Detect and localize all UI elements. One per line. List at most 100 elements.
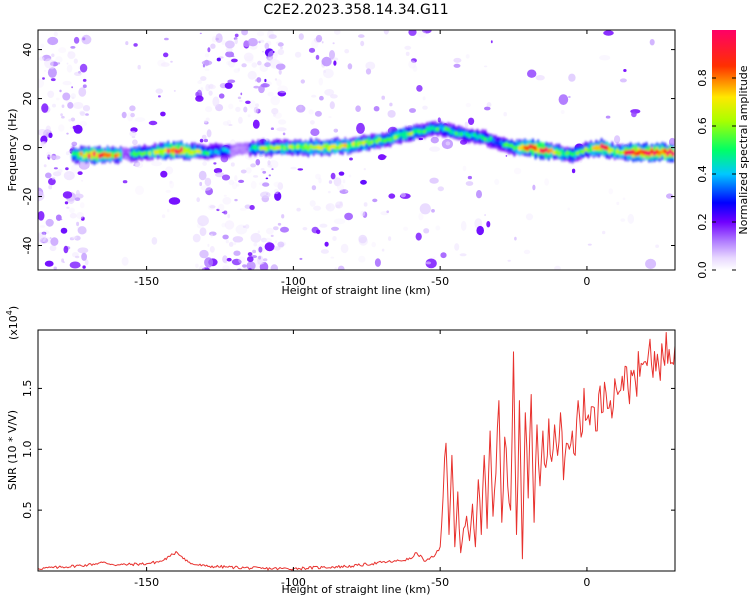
spectrogram-noise-blob — [218, 203, 225, 212]
spectrogram-noise-blob — [258, 153, 264, 158]
spectrogram-ridge-cell — [370, 139, 374, 145]
spectrogram-noise-blob — [270, 234, 274, 237]
snr-y-label: SNR (10 * V/V) — [6, 410, 19, 490]
spectrogram-noise-blob — [170, 60, 173, 63]
spectrogram-ridge-cell — [227, 149, 231, 154]
spectrogram-noise-blob — [47, 154, 51, 160]
spectrogram-noise-blob — [331, 226, 339, 231]
spectrogram-noise-blob — [605, 115, 611, 119]
spectrogram-noise-blob — [42, 77, 45, 80]
spectrogram-ridge-cell — [137, 150, 141, 156]
spectrogram-ridge-cell — [259, 145, 263, 151]
spectrogram-ridge-cell — [74, 151, 78, 156]
spectrogram-ridge — [71, 120, 675, 166]
spectrogram-noise-blob — [257, 230, 260, 234]
spectrogram-noise-blob — [462, 165, 467, 172]
spectrogram-ridge-cell — [465, 132, 469, 137]
spectrogram-noise-blob — [325, 203, 335, 212]
spectrogram-ridge-cell — [261, 145, 265, 151]
spectrogram-noise-blob — [400, 192, 406, 198]
spectrogram-noise-blob — [212, 96, 220, 107]
spectrogram-ridge-cell — [399, 132, 403, 137]
spectrogram-noise-blob — [52, 155, 61, 160]
spectrogram-noise-blob — [245, 100, 251, 105]
spectrogram-noise-blob — [222, 234, 229, 240]
spectrogram-noise-blob — [490, 40, 493, 44]
spectrogram-noise-blob — [71, 141, 78, 147]
spectrogram-noise-blob — [235, 224, 248, 235]
spectrogram-noise-blob — [330, 172, 336, 180]
spectrogram-noise-blob — [71, 235, 78, 240]
colorbar-tick-label: 0.0 — [696, 261, 709, 279]
spectrogram-noise-blob — [236, 183, 240, 187]
spectrogram-ridge-cell — [528, 143, 532, 150]
spectrogram-noise-blob — [209, 205, 216, 209]
spectrogram-noise-blob — [335, 204, 341, 209]
spectrogram-ridge-cell — [449, 129, 453, 135]
spectrogram-ridge-cell — [504, 142, 509, 147]
spectrogram-noise-blob — [544, 178, 549, 186]
snr-y-exponent: (x104) — [5, 306, 20, 340]
spectrogram-noise-blob — [290, 166, 297, 170]
spectrogram-ridge-cell — [177, 149, 181, 155]
spectrogram-ridge-cell — [172, 147, 176, 153]
spectrogram-noise-blob — [205, 117, 210, 122]
spectrogram-noise-blob — [241, 30, 248, 36]
spectrogram-ridge-cell — [594, 145, 598, 151]
spectrogram-ridge-cell — [526, 145, 530, 151]
spectrogram-noise-blob — [567, 207, 570, 211]
spectrogram-noise-blob — [121, 111, 127, 119]
spectrogram-noise-blob — [321, 41, 324, 44]
spectrogram-ridge-cell — [346, 144, 350, 150]
spectrogram-panel: -150 -100 -50 0 -40 -20 0 20 40 Height of strai… — [6, 29, 676, 297]
spectrogram-ridge-cell — [531, 144, 535, 150]
spectrogram-noise-blob — [416, 85, 423, 92]
spectrogram-noise-blob — [631, 111, 637, 118]
spectrogram-noise-blob — [332, 42, 335, 45]
spectrogram-noise-blob — [314, 110, 322, 117]
spectrogram-noise-blob — [57, 168, 63, 174]
spectrogram-noise-blob — [276, 127, 287, 132]
spectrogram-ridge-cell — [647, 150, 651, 157]
spectrogram-ridge-cell — [325, 143, 329, 149]
spectrogram-ridge-cell — [518, 145, 522, 151]
spectrogram-noise-blob — [338, 171, 345, 176]
spectrogram-noise-blob — [228, 103, 234, 110]
spectrogram-noise-blob — [523, 249, 531, 255]
spectrogram-noise-blob — [484, 214, 486, 216]
spectrogram-noise-blob — [224, 220, 235, 230]
spectrogram-ridge-cell — [560, 149, 564, 155]
spectrogram-ridge-cell — [388, 137, 392, 142]
spectrogram-ridge-cell — [214, 149, 218, 154]
spectrogram-noise-blob — [76, 212, 84, 220]
spectrogram-noise-blob — [262, 170, 267, 174]
spectrogram-noise-blob — [262, 50, 264, 53]
spectrogram-noise-blob — [53, 266, 57, 270]
spectrogram-noise-blob — [241, 63, 247, 68]
spectrogram-noise-blob — [221, 39, 226, 46]
spectrogram-ridge-cell — [629, 149, 633, 156]
spectrogram-noise-blob — [430, 136, 439, 144]
spectrogram-noise-blob — [334, 30, 341, 35]
spectrogram-ridge-cell — [652, 150, 657, 156]
spectrogram-y-tick-label: -40 — [21, 237, 34, 255]
spectrogram-noise-blob — [360, 210, 366, 217]
spectrogram-noise-blob — [135, 162, 144, 169]
spectrogram-noise-blob — [244, 204, 251, 209]
spectrogram-ridge-cell — [198, 149, 202, 155]
spectrogram-noise-blob — [251, 62, 258, 68]
spectrogram-ridge-cell — [116, 152, 120, 158]
spectrogram-noise-blob — [61, 104, 65, 108]
spectrogram-noise-blob — [655, 244, 659, 248]
spectrogram-ridge-cell — [100, 152, 104, 158]
spectrogram-ridge-cell — [158, 148, 162, 154]
spectrogram-ridge-cell — [412, 129, 416, 135]
spectrogram-noise-blob — [78, 87, 87, 97]
spectrogram-noise-blob — [260, 83, 270, 88]
spectrogram-noise-blob — [328, 116, 332, 118]
spectrogram-noise-blob — [85, 113, 89, 116]
colorbar-axis: 0.0 0.2 0.4 0.6 0.8 — [696, 69, 736, 279]
spectrogram-ridge-cell — [79, 151, 83, 157]
spectrogram-noise-blob — [425, 261, 432, 265]
spectrogram-noise-blob — [388, 236, 392, 241]
